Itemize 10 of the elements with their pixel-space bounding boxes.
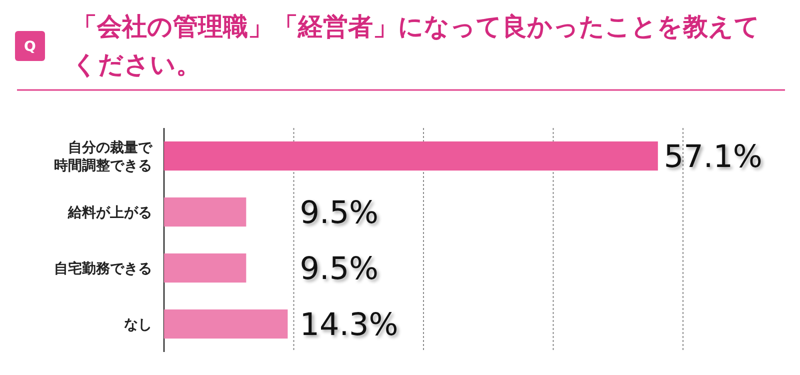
text: Q	[24, 39, 36, 55]
y-tick-label: 自宅勤務できる	[54, 260, 152, 277]
y-tick-label: なし	[124, 317, 152, 333]
data-label: 57.1%	[664, 139, 762, 175]
data-label: 14.3%	[300, 307, 398, 343]
y-tick-label: 自分の裁量で時間調整できる	[54, 140, 153, 174]
data-label: 9.5%	[300, 195, 379, 231]
data-label: 9.5%	[300, 251, 379, 287]
y-tick-label: 給料が上がる	[67, 205, 152, 221]
chart-title: 「会社の管理職」「経営者」になって良かったことを教えてください。	[72, 12, 760, 79]
